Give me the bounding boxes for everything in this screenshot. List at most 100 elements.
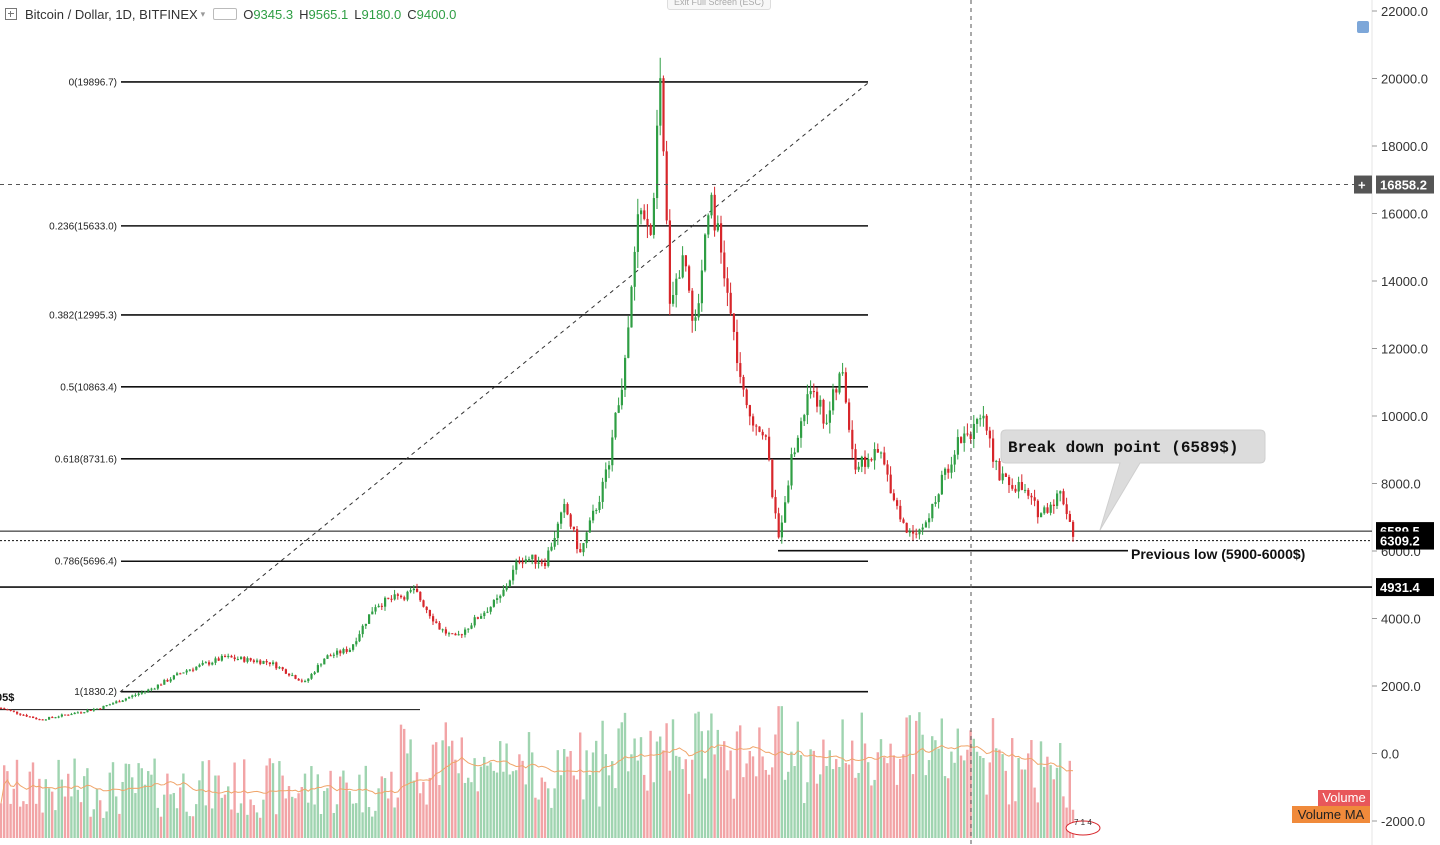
breakdown-callout[interactable]: Break down point (6589$) xyxy=(1000,429,1266,531)
candle-body xyxy=(457,634,460,636)
volume-bar xyxy=(937,748,940,838)
volume-bar xyxy=(934,740,937,838)
volume-bar xyxy=(284,798,287,838)
volume-bar xyxy=(1017,757,1020,838)
candle-body xyxy=(1011,485,1014,489)
volume-bar xyxy=(118,813,121,838)
volume-legend[interactable]: Volume xyxy=(1318,790,1370,806)
volume-bar xyxy=(60,779,63,838)
candle-body xyxy=(694,317,697,321)
candle-body xyxy=(99,708,102,710)
volume-bar xyxy=(585,750,588,838)
candle-body xyxy=(832,389,835,411)
candle-body xyxy=(105,705,108,707)
volume-bar xyxy=(249,799,252,838)
volume-bar xyxy=(25,804,28,838)
volume-bar xyxy=(143,784,147,838)
candle-body xyxy=(339,650,342,654)
volume-bar xyxy=(211,808,214,838)
candle-body xyxy=(633,251,636,287)
candle-body xyxy=(83,712,86,714)
candle-body xyxy=(636,214,639,252)
candle-body xyxy=(0,707,3,709)
volume-bar xyxy=(313,804,316,838)
volume-bar xyxy=(54,810,57,838)
candle-body xyxy=(48,717,51,720)
candle-body xyxy=(115,701,118,704)
exit-fullscreen-button[interactable]: Exit Full Screen (ESC) xyxy=(667,0,772,10)
volume-bar xyxy=(854,777,857,838)
candle-body xyxy=(960,437,963,443)
symbol-title[interactable]: Bitcoin / Dollar, 1D, BITFINEX xyxy=(25,6,198,22)
candle-body xyxy=(512,569,515,581)
candle-body xyxy=(406,591,409,600)
volume-bar xyxy=(204,805,207,838)
volume-bar xyxy=(291,796,294,838)
volume-bar xyxy=(41,812,44,838)
candle-body xyxy=(348,649,351,652)
volume-bar xyxy=(809,749,812,838)
candle-body xyxy=(211,662,214,665)
volume-bar xyxy=(713,754,716,838)
volume-bar xyxy=(191,816,195,838)
candle-body xyxy=(579,549,582,553)
volume-bar xyxy=(140,768,143,838)
scale-settings-icon[interactable] xyxy=(1357,21,1369,33)
volume-bar xyxy=(156,807,159,838)
volume-bar xyxy=(111,762,115,838)
candle-body xyxy=(25,715,28,717)
candle-body xyxy=(425,606,428,611)
volume-bar xyxy=(198,780,201,838)
candle-body xyxy=(668,220,671,304)
candle-body xyxy=(784,502,787,523)
volume-bar xyxy=(220,797,223,838)
candle-body xyxy=(556,523,559,538)
candle-body xyxy=(342,648,345,654)
candle-body xyxy=(864,456,867,467)
volume-bar xyxy=(1065,807,1068,838)
candle-body xyxy=(345,648,348,652)
candle-body xyxy=(214,658,217,663)
volume-bar xyxy=(79,802,83,838)
price-axis[interactable]: 22000.0 20000.0 18000.0 16000.0 14000.0 12000… xyxy=(1372,4,1428,829)
volume-bar xyxy=(668,770,671,838)
volume-bar xyxy=(457,773,460,838)
volume-bar xyxy=(1020,769,1023,838)
volume-bar xyxy=(409,739,412,838)
volume-bar xyxy=(566,756,569,838)
volume-bar xyxy=(454,759,457,838)
candle-body xyxy=(646,218,649,225)
candle-body xyxy=(352,644,355,650)
fibonacci-retracement[interactable]: 0(19896.7) 0.236(15633.0) 0.382(12995.3) 0.… xyxy=(49,77,868,698)
candle-body xyxy=(1030,495,1033,498)
volume-bar xyxy=(163,794,166,838)
candle-body xyxy=(723,252,726,279)
candle-body xyxy=(230,655,233,658)
volume-bar xyxy=(611,761,614,838)
candle-body xyxy=(572,526,575,530)
candle-body xyxy=(310,674,313,679)
volume-bar xyxy=(595,740,598,838)
visibility-icon[interactable] xyxy=(213,8,238,20)
candle-body xyxy=(956,437,959,455)
candle-body xyxy=(537,562,540,564)
volume-bar xyxy=(31,762,35,838)
volume-bar xyxy=(57,759,60,838)
volume-bar xyxy=(44,779,47,838)
candle-body xyxy=(451,633,454,635)
volume-ma-legend[interactable]: Volume MA xyxy=(1292,806,1370,823)
chevron-down-icon[interactable]: ▾ xyxy=(200,8,206,19)
candle-body xyxy=(358,634,361,642)
candle-body xyxy=(665,151,668,221)
candle-body xyxy=(976,419,979,424)
candle-body xyxy=(384,597,387,607)
candle-body xyxy=(640,210,643,215)
candle-body xyxy=(1001,473,1004,481)
candle-body xyxy=(294,675,297,679)
expand-icon[interactable] xyxy=(5,8,17,20)
fib-trend-line[interactable] xyxy=(119,82,869,693)
volume-bar xyxy=(927,760,931,838)
volume-bar xyxy=(252,805,255,838)
volume-bar xyxy=(332,812,335,838)
